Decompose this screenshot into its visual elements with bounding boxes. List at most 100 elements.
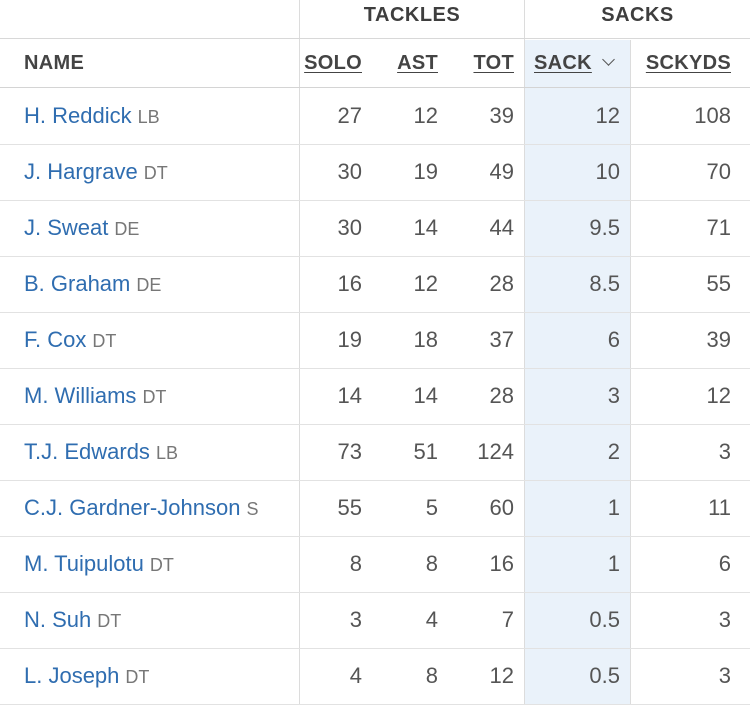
solo-cell: 27: [337, 103, 362, 128]
player-name-cell: H. Reddick LB: [24, 88, 299, 144]
player-link[interactable]: M. Williams: [24, 383, 137, 408]
sack-cell: 2: [607, 439, 620, 464]
sack-cell: 9.5: [589, 215, 620, 240]
player-link[interactable]: T.J. Edwards: [24, 439, 150, 464]
solo-cell: 4: [349, 663, 362, 688]
ast-cell: 19: [413, 159, 438, 184]
player-link[interactable]: L. Joseph: [24, 663, 120, 688]
table-row: T.J. Edwards LB 73 51 124 2 3: [0, 424, 750, 481]
player-position: DT: [143, 163, 168, 183]
player-name-cell: M. Williams DT: [24, 368, 299, 424]
player-position: DT: [149, 555, 174, 575]
ast-cell: 5: [425, 495, 438, 520]
sorted-column-top-mask: [525, 0, 630, 40]
table-row: C.J. Gardner-Johnson S 55 5 60 1 11: [0, 480, 750, 537]
table-row: J. Hargrave DT 30 19 49 10 70: [0, 144, 750, 201]
group-header-row: TACKLES SACKS: [0, 0, 750, 39]
player-link[interactable]: H. Reddick: [24, 103, 132, 128]
player-position: DE: [114, 219, 140, 239]
solo-cell: 55: [337, 495, 362, 520]
sack-cell: 6: [607, 327, 620, 352]
player-link[interactable]: N. Suh: [24, 607, 92, 632]
sckyds-cell: 39: [706, 327, 731, 352]
column-header-solo-label: SOLO: [304, 52, 362, 74]
player-link[interactable]: C.J. Gardner-Johnson: [24, 495, 241, 520]
solo-cell: 16: [337, 271, 362, 296]
sack-cell: 10: [595, 159, 620, 184]
sack-cell: 8.5: [589, 271, 620, 296]
tot-cell: 28: [489, 271, 514, 296]
player-position: DT: [125, 667, 150, 687]
player-position: DE: [136, 275, 162, 295]
solo-cell: 8: [349, 551, 362, 576]
player-position: DT: [142, 387, 167, 407]
table-row: J. Sweat DE 30 14 44 9.5 71: [0, 200, 750, 257]
sckyds-cell: 71: [706, 215, 731, 240]
sack-cell: 1: [607, 495, 620, 520]
tot-cell: 28: [489, 383, 514, 408]
table-row: M. Tuipulotu DT 8 8 16 1 6: [0, 536, 750, 593]
player-link[interactable]: F. Cox: [24, 327, 87, 352]
column-divider: [299, 0, 300, 705]
sckyds-cell: 12: [706, 383, 731, 408]
sckyds-cell: 108: [694, 103, 731, 128]
column-divider: [630, 40, 631, 705]
player-link[interactable]: J. Hargrave: [24, 159, 138, 184]
tot-cell: 49: [489, 159, 514, 184]
column-header-tot[interactable]: TOT: [450, 39, 514, 87]
sorted-column-highlight: [525, 40, 630, 705]
column-header-sack[interactable]: SACK: [534, 39, 630, 87]
sack-cell: 0.5: [589, 607, 620, 632]
ast-cell: 51: [413, 439, 438, 464]
tot-cell: 39: [489, 103, 514, 128]
player-name-cell: L. Joseph DT: [24, 648, 299, 704]
tot-cell: 37: [489, 327, 514, 352]
player-link[interactable]: B. Graham: [24, 271, 131, 296]
solo-cell: 73: [337, 439, 362, 464]
solo-cell: 19: [337, 327, 362, 352]
player-position: LB: [155, 443, 178, 463]
sack-cell: 0.5: [589, 663, 620, 688]
sckyds-cell: 3: [718, 607, 731, 632]
solo-cell: 14: [337, 383, 362, 408]
column-header-ast[interactable]: AST: [370, 39, 438, 87]
sckyds-cell: 55: [706, 271, 731, 296]
table-row: B. Graham DE 16 12 28 8.5 55: [0, 256, 750, 313]
sack-cell: 1: [607, 551, 620, 576]
sack-cell: 3: [607, 383, 620, 408]
sckyds-cell: 11: [708, 495, 731, 520]
player-position: LB: [137, 107, 160, 127]
tot-cell: 60: [489, 495, 514, 520]
player-name-cell: N. Suh DT: [24, 592, 299, 648]
tot-cell: 7: [501, 607, 514, 632]
solo-cell: 3: [349, 607, 362, 632]
column-header-row: NAME SOLO AST TOT SACK SCKYDS: [0, 39, 750, 88]
player-position: DT: [92, 331, 117, 351]
player-name-cell: T.J. Edwards LB: [24, 424, 299, 480]
chevron-down-icon: [602, 53, 615, 66]
tot-cell: 12: [489, 663, 514, 688]
ast-cell: 4: [425, 607, 438, 632]
ast-cell: 14: [413, 383, 438, 408]
ast-cell: 12: [413, 103, 438, 128]
ast-cell: 12: [413, 271, 438, 296]
column-header-sack-label: SACK: [534, 52, 592, 74]
column-header-solo[interactable]: SOLO: [300, 39, 362, 87]
ast-cell: 8: [425, 663, 438, 688]
player-position: DT: [97, 611, 122, 631]
player-link[interactable]: M. Tuipulotu: [24, 551, 144, 576]
player-name-cell: J. Hargrave DT: [24, 144, 299, 200]
player-link[interactable]: J. Sweat: [24, 215, 109, 240]
solo-cell: 30: [337, 159, 362, 184]
sckyds-cell: 70: [706, 159, 731, 184]
sckyds-cell: 3: [718, 439, 731, 464]
player-name-cell: B. Graham DE: [24, 256, 299, 312]
sack-cell: 12: [595, 103, 620, 128]
table-row: L. Joseph DT 4 8 12 0.5 3: [0, 648, 750, 705]
column-header-ast-label: AST: [397, 52, 438, 74]
player-name-cell: C.J. Gardner-Johnson S: [24, 480, 299, 536]
table-row: H. Reddick LB 27 12 39 12 108: [0, 88, 750, 145]
column-header-sckyds[interactable]: SCKYDS: [632, 39, 731, 87]
column-divider: [524, 0, 525, 705]
